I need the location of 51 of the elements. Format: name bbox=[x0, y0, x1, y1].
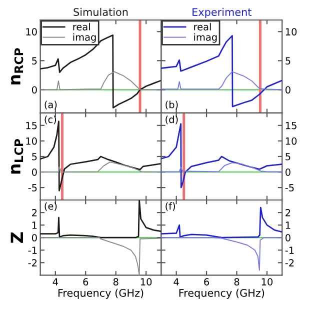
y-tick-label: -1 bbox=[28, 246, 37, 254]
y-tick-label: 15 bbox=[286, 122, 296, 130]
y-tick-label: 10 bbox=[26, 137, 37, 145]
annotation: (e) bbox=[44, 202, 57, 211]
y-tick-label: 0 bbox=[32, 168, 37, 176]
y-tick-label: 2 bbox=[286, 209, 290, 216]
y-tick-label: 0 bbox=[32, 86, 37, 94]
y-tick-label: -2 bbox=[28, 259, 37, 266]
x-tick-label: 4 bbox=[52, 278, 58, 286]
chart-title: Experiment bbox=[192, 8, 252, 18]
y-tick-label: 2 bbox=[32, 209, 37, 216]
y-tick-label: 0 bbox=[286, 234, 290, 242]
annotation: (a) bbox=[44, 100, 57, 110]
x-tick-label: 10 bbox=[140, 278, 152, 286]
y-tick-label: -5 bbox=[285, 184, 294, 192]
y-tick-label: 10 bbox=[26, 28, 37, 36]
y-tick-label: 0 bbox=[32, 234, 37, 242]
annotation: (f) bbox=[166, 202, 175, 211]
y-tick-label: 5 bbox=[32, 57, 37, 64]
x-tick-label: 6 bbox=[83, 278, 88, 286]
y-tick-label: 10 bbox=[286, 137, 297, 145]
y-axis-title: n$_{LCP}$ bbox=[10, 138, 24, 174]
y-tick-label: 1 bbox=[286, 222, 290, 229]
x-axis-title: Frequency (GHz) bbox=[58, 288, 144, 299]
annotation: (b) bbox=[166, 100, 178, 110]
y-tick-label: 15 bbox=[26, 122, 37, 130]
x-tick-label: 8 bbox=[113, 278, 118, 286]
y-axis-title: n$_{RCP}$ bbox=[10, 48, 24, 84]
y-tick-label: -2 bbox=[285, 259, 294, 266]
x-axis-title: Frequency (GHz) bbox=[179, 288, 264, 299]
x-tick-label: 6 bbox=[204, 278, 210, 286]
y-tick-label: 5 bbox=[32, 153, 37, 160]
legend-label: imag bbox=[73, 33, 96, 43]
y-tick-label: 5 bbox=[286, 57, 290, 64]
y-tick-label: -1 bbox=[285, 246, 294, 254]
y-tick-label: 5 bbox=[286, 153, 290, 160]
y-tick-label: 1 bbox=[32, 222, 37, 229]
annotation: (d) bbox=[166, 116, 178, 124]
legend-label: real bbox=[73, 22, 90, 30]
x-tick-label: 4 bbox=[174, 278, 179, 286]
y-tick-label: 10 bbox=[286, 28, 297, 36]
y-axis-title: Z bbox=[10, 232, 23, 243]
y-tick-label: -5 bbox=[28, 184, 37, 192]
legend-label: real bbox=[194, 22, 211, 30]
y-tick-label: 0 bbox=[286, 168, 290, 176]
y-tick-label: 0 bbox=[286, 86, 290, 94]
x-tick-label: 8 bbox=[234, 278, 240, 286]
annotation: (c) bbox=[44, 116, 56, 124]
x-tick-label: 10 bbox=[262, 278, 273, 286]
legend-label: imag bbox=[194, 33, 217, 43]
chart-title: Simulation bbox=[74, 8, 128, 16]
